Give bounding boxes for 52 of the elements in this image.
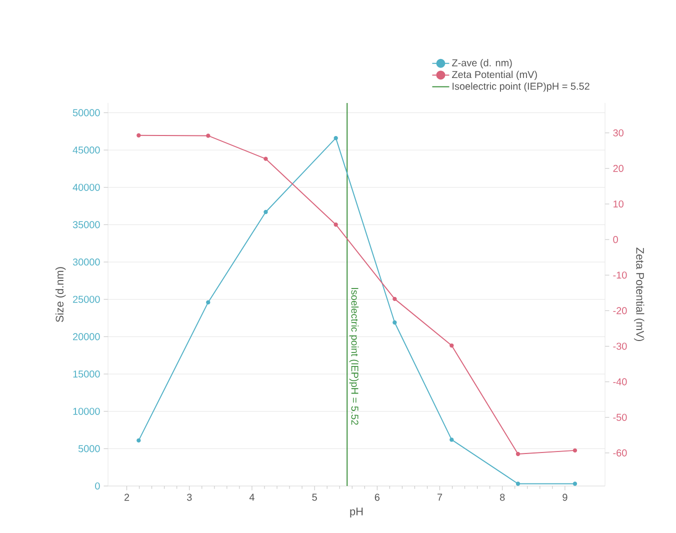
point [264, 156, 268, 161]
text: Isoelectric point (IEP)pH = 5.52 [452, 82, 590, 92]
ref-line-label: Isoelectric point (IEP)pH = 5.52 [349, 288, 359, 425]
y-tick-label: 45000 [72, 146, 100, 154]
y-tick-label: 30000 [72, 258, 100, 266]
point [392, 296, 397, 302]
x-tick-label: 3 [186, 494, 192, 501]
legend-label: Z-ave (d. nm) [452, 59, 512, 68]
y2-tick-label: -10 [613, 272, 627, 279]
point [450, 343, 454, 348]
y-tick-label: 10000 [73, 408, 100, 415]
y-tick-label: 50000 [72, 109, 100, 116]
x-tick-label: 6 [374, 494, 380, 501]
y2-tick-label: -30 [613, 342, 627, 350]
y-tick-label: 5000 [78, 445, 100, 452]
y2-tick-label: -60 [613, 449, 627, 456]
point [572, 448, 578, 453]
point [264, 210, 268, 214]
y2-axis-title: Zeta Potential (mV) [634, 248, 644, 342]
y-axis-title: Size (d.nm) [55, 267, 66, 322]
y2-tick-label: 10 [614, 200, 624, 208]
point [392, 320, 397, 325]
y2-tick-label: -20 [613, 307, 627, 314]
point [136, 438, 141, 443]
point [206, 300, 210, 304]
y2-tick-label: -40 [613, 378, 627, 386]
legend-label: Zeta Potential (mV) [452, 70, 537, 80]
y-tick-label: 0 [95, 482, 100, 490]
point [572, 482, 578, 486]
point [334, 222, 338, 227]
y2-tick-label: 20 [613, 164, 624, 172]
point [516, 482, 520, 486]
x-axis-title: pH [350, 508, 363, 518]
point [450, 438, 454, 442]
point [136, 133, 141, 138]
x-tick-label: 9 [562, 494, 568, 501]
x-tick-label: 5 [312, 494, 317, 501]
y-tick-label: 15000 [73, 370, 100, 378]
y2-tick-label: 30 [613, 129, 624, 136]
y-tick-label: 20000 [73, 333, 100, 340]
x-tick-label: 4 [249, 494, 254, 501]
point [334, 136, 338, 140]
point [206, 134, 210, 138]
y-tick-label: 25000 [73, 296, 100, 303]
x-tick-label: 2 [124, 494, 130, 501]
x-tick-label: 8 [500, 494, 505, 501]
x-tick-label: 7 [438, 494, 442, 501]
y2-tick-label: 0 [613, 236, 618, 244]
y-tick-label: 35000 [72, 221, 100, 228]
y2-tick-label: -50 [613, 414, 627, 421]
y-tick-label: 40000 [72, 184, 100, 191]
point [516, 452, 520, 456]
